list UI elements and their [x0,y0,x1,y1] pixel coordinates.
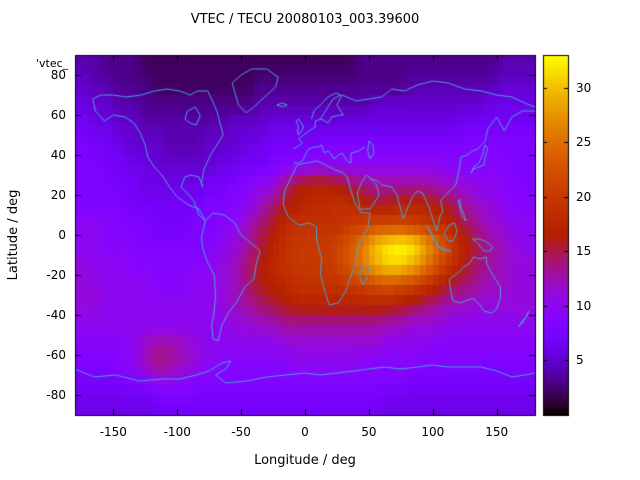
chart-title: VTEC / TECU 20080103_003.39600 [190,12,420,27]
x-axis-title: Longitude / deg [254,453,356,468]
y-tick-label: 80 [50,68,66,82]
y-tick-label: 40 [50,148,66,162]
y-tick-label: -40 [46,308,66,322]
colorbar-tick-label: 5 [576,353,584,368]
y-tick-label: -60 [46,348,66,362]
x-tick-label: 0 [301,425,309,439]
colorbar-tick-label: 15 [576,244,592,259]
colorbar-tick-label: 30 [576,80,592,95]
x-tick-label: -50 [231,425,251,439]
colorbar-tick-label: 20 [576,189,592,204]
x-tick-label: -150 [99,425,127,439]
x-tick-label: 100 [421,425,445,439]
x-tick-label: 150 [485,425,509,439]
colorbar-tick-label: 10 [576,298,592,313]
colorbar-tick-label: 25 [576,135,592,150]
y-tick-label: -80 [46,388,66,402]
x-tick-label: 50 [361,425,377,439]
y-tick-label: 60 [50,108,66,122]
legend-key-label: 'vtec_ [36,57,69,70]
y-tick-label: 20 [50,188,66,202]
y-tick-label: -20 [46,268,66,282]
y-tick-label: 0 [58,228,66,242]
x-tick-label: -100 [163,425,191,439]
